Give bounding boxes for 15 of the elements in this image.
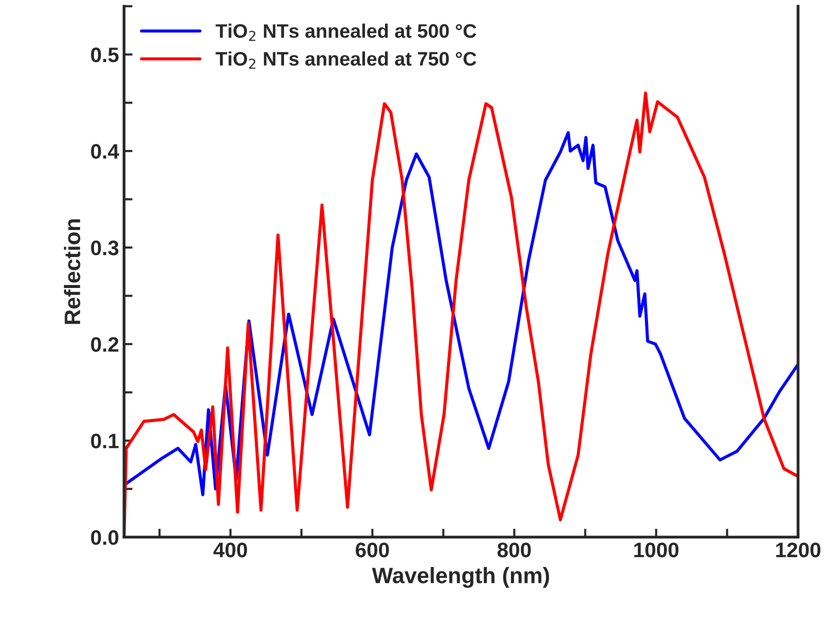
y-tick-label: 0.4: [91, 144, 120, 159]
y-tick-label: 0.1: [91, 434, 119, 448]
legend-label: TiO$_{2}$ NTs annealed at 750 °C: [216, 51, 476, 69]
y-tick-label: 0.2: [91, 337, 118, 352]
y-tick-label: 0.5: [91, 47, 119, 62]
y-axis-title: Reflection: [64, 219, 80, 324]
x-tick-label: 800: [498, 542, 531, 558]
x-axis-title: Wavelength (nm): [372, 567, 550, 588]
y-tick-label: 0.3: [91, 240, 118, 256]
x-tick-label: 1000: [634, 542, 678, 558]
x-tick-label: 600: [356, 542, 389, 558]
y-tick-label: 0.0: [91, 530, 118, 545]
x-tick-label: 400: [213, 542, 247, 558]
x-tick-label: 1200: [776, 542, 820, 558]
legend-label: TiO$_{2}$ NTs annealed at 500 °C: [216, 24, 476, 41]
